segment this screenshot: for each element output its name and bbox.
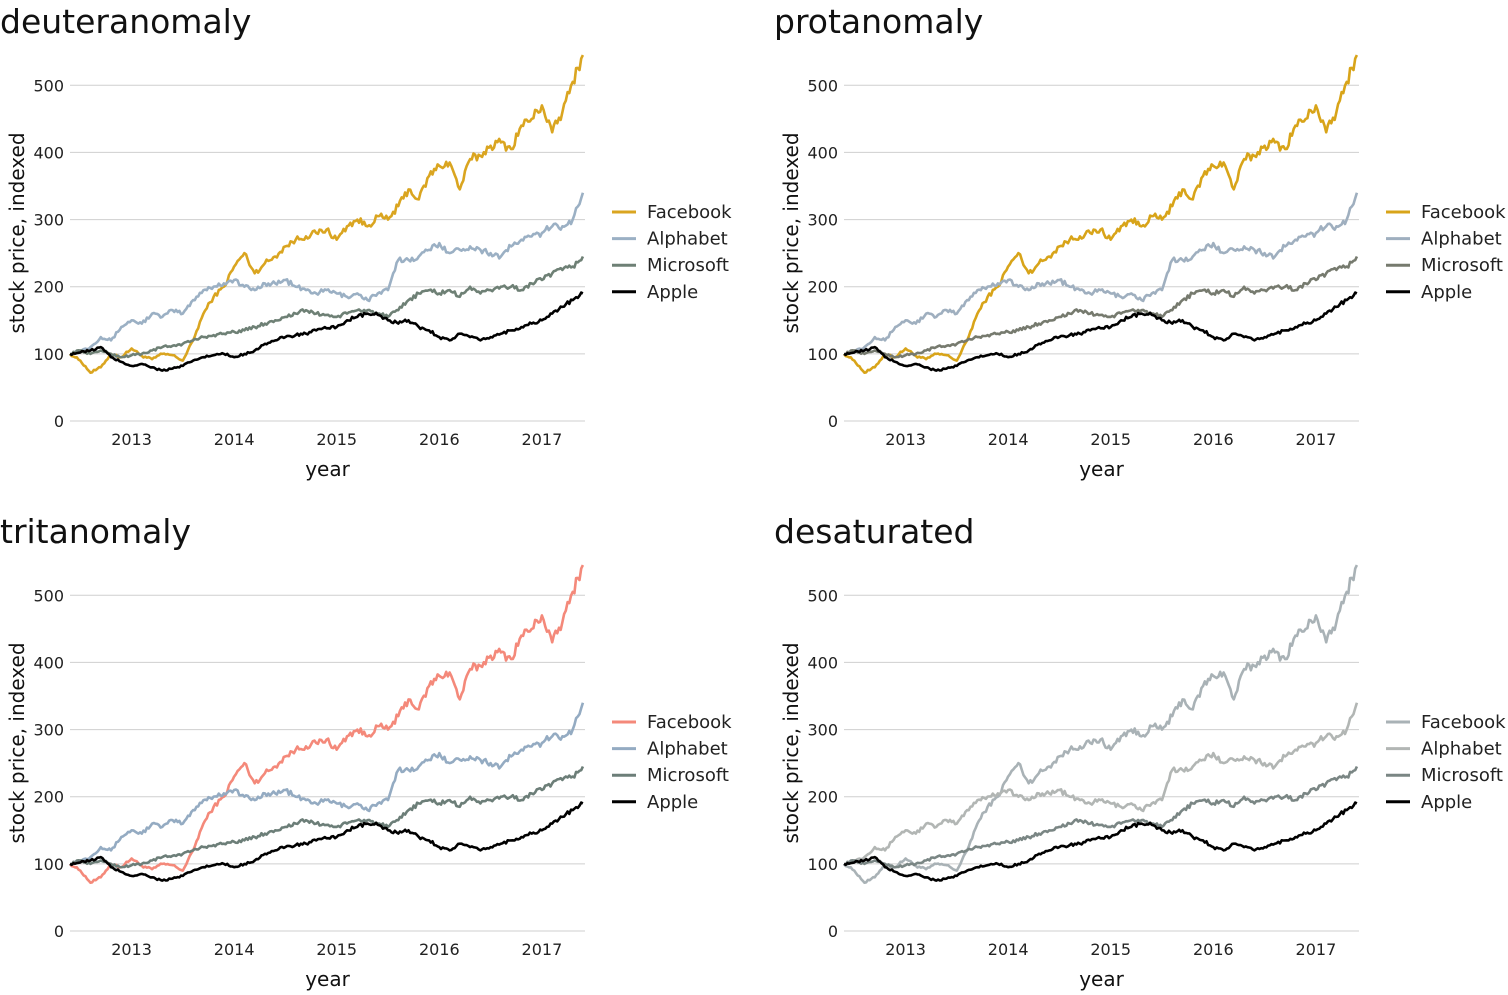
legend-label: Microsoft bbox=[647, 765, 729, 786]
series-line-microsoft bbox=[69, 255, 585, 359]
chart-panel-desaturated: desaturated 0 100 200 300 400 500 2013 2014 2015… bbox=[774, 510, 1508, 995]
series-line-alphabet bbox=[843, 192, 1359, 356]
y-tick-label: 200 bbox=[807, 278, 838, 297]
series-line-apple bbox=[843, 291, 1358, 372]
legend-label: Alphabet bbox=[1421, 229, 1502, 250]
legend-label: Facebook bbox=[1421, 202, 1506, 223]
x-tick-label: 2013 bbox=[111, 430, 152, 449]
chart-panel-deuteranomaly: deuteranomaly 0 100 200 300 400 500 2013 2014 20… bbox=[0, 0, 754, 497]
x-tick-label: 2017 bbox=[1296, 940, 1337, 959]
y-tick-label: 200 bbox=[33, 278, 64, 297]
legend-label: Apple bbox=[1421, 792, 1472, 813]
y-tick-label: 0 bbox=[828, 922, 838, 941]
y-tick-label: 300 bbox=[33, 721, 64, 740]
legend-label: Apple bbox=[647, 792, 698, 813]
legend-label: Facebook bbox=[647, 712, 732, 733]
x-tick-label: 2016 bbox=[1193, 430, 1234, 449]
x-tick-label: 2017 bbox=[522, 940, 563, 959]
x-tick-label: 2015 bbox=[1090, 430, 1131, 449]
series-line-facebook bbox=[842, 54, 1359, 374]
y-tick-label: 0 bbox=[54, 412, 64, 431]
y-tick-label: 400 bbox=[33, 653, 64, 672]
y-tick-label: 500 bbox=[807, 586, 838, 605]
y-axis-title: stock price, indexed bbox=[779, 642, 803, 843]
panel-title: deuteranomaly bbox=[0, 2, 252, 41]
legend-label: Microsoft bbox=[647, 255, 729, 276]
series-line-facebook bbox=[68, 564, 585, 884]
legend-label: Alphabet bbox=[647, 739, 728, 760]
y-tick-label: 400 bbox=[807, 653, 838, 672]
y-axis-title: stock price, indexed bbox=[5, 132, 29, 333]
legend-label: Apple bbox=[1421, 282, 1472, 303]
y-tick-label: 500 bbox=[33, 76, 64, 95]
x-tick-label: 2015 bbox=[1090, 940, 1131, 959]
y-axis-title: stock price, indexed bbox=[779, 132, 803, 333]
y-tick-label: 300 bbox=[807, 721, 838, 740]
x-tick-label: 2016 bbox=[1193, 940, 1234, 959]
line-chart: 0 100 200 300 400 500 2013 2014 2015 2016 2017 year… bbox=[779, 54, 1506, 481]
legend-label: Alphabet bbox=[1421, 739, 1502, 760]
series-line-facebook bbox=[842, 564, 1359, 884]
line-chart: 0 100 200 300 400 500 2013 2014 2015 2016 2017 year… bbox=[5, 564, 732, 991]
x-tick-label: 2016 bbox=[419, 430, 460, 449]
series-line-microsoft bbox=[69, 765, 585, 869]
y-tick-label: 200 bbox=[807, 788, 838, 807]
x-tick-label: 2015 bbox=[316, 940, 357, 959]
x-tick-label: 2013 bbox=[885, 940, 926, 959]
x-tick-label: 2014 bbox=[988, 430, 1029, 449]
panel-title: protanomaly bbox=[774, 2, 984, 41]
x-axis-title: year bbox=[1079, 967, 1124, 991]
y-tick-label: 200 bbox=[33, 788, 64, 807]
legend-label: Facebook bbox=[647, 202, 732, 223]
legend-label: Alphabet bbox=[647, 229, 728, 250]
x-tick-label: 2016 bbox=[419, 940, 460, 959]
legend-label: Microsoft bbox=[1421, 765, 1503, 786]
y-axis-title: stock price, indexed bbox=[5, 642, 29, 843]
x-tick-label: 2017 bbox=[1296, 430, 1337, 449]
series-line-microsoft bbox=[843, 765, 1359, 869]
chart-panel-tritanomaly: tritanomaly 0 100 200 300 400 500 2013 2014 2015… bbox=[0, 510, 754, 995]
series-line-facebook bbox=[68, 54, 585, 374]
chart-panel-protanomaly: protanomaly 0 100 200 300 400 500 2013 2014 2015… bbox=[774, 0, 1508, 497]
x-tick-label: 2014 bbox=[988, 940, 1029, 959]
x-axis-title: year bbox=[305, 967, 350, 991]
y-tick-label: 100 bbox=[807, 345, 838, 364]
series-line-microsoft bbox=[843, 255, 1359, 359]
x-axis-title: year bbox=[305, 457, 350, 481]
panel-title: desaturated bbox=[774, 512, 975, 551]
line-chart: 0 100 200 300 400 500 2013 2014 2015 2016 2017 year… bbox=[779, 564, 1506, 991]
series-line-alphabet bbox=[69, 702, 585, 866]
x-axis-title: year bbox=[1079, 457, 1124, 481]
x-tick-label: 2014 bbox=[214, 940, 255, 959]
y-tick-label: 0 bbox=[54, 922, 64, 941]
series-line-apple bbox=[69, 801, 584, 882]
series-line-alphabet bbox=[69, 192, 585, 356]
series-line-apple bbox=[69, 291, 584, 372]
y-tick-label: 300 bbox=[33, 211, 64, 230]
y-tick-label: 300 bbox=[807, 211, 838, 230]
x-tick-label: 2017 bbox=[522, 430, 563, 449]
panel-title: tritanomaly bbox=[0, 512, 192, 551]
series-line-alphabet bbox=[843, 702, 1359, 866]
y-tick-label: 100 bbox=[33, 855, 64, 874]
x-tick-label: 2014 bbox=[214, 430, 255, 449]
y-tick-label: 100 bbox=[807, 855, 838, 874]
x-tick-label: 2013 bbox=[885, 430, 926, 449]
x-tick-label: 2015 bbox=[316, 430, 357, 449]
y-tick-label: 500 bbox=[33, 586, 64, 605]
legend-label: Facebook bbox=[1421, 712, 1506, 733]
y-tick-label: 400 bbox=[807, 143, 838, 162]
series-line-apple bbox=[843, 801, 1358, 882]
legend-label: Apple bbox=[647, 282, 698, 303]
legend-label: Microsoft bbox=[1421, 255, 1503, 276]
line-chart: 0 100 200 300 400 500 2013 2014 2015 2016 2017 year… bbox=[5, 54, 732, 481]
y-tick-label: 500 bbox=[807, 76, 838, 95]
y-tick-label: 400 bbox=[33, 143, 64, 162]
y-tick-label: 0 bbox=[828, 412, 838, 431]
y-tick-label: 100 bbox=[33, 345, 64, 364]
x-tick-label: 2013 bbox=[111, 940, 152, 959]
